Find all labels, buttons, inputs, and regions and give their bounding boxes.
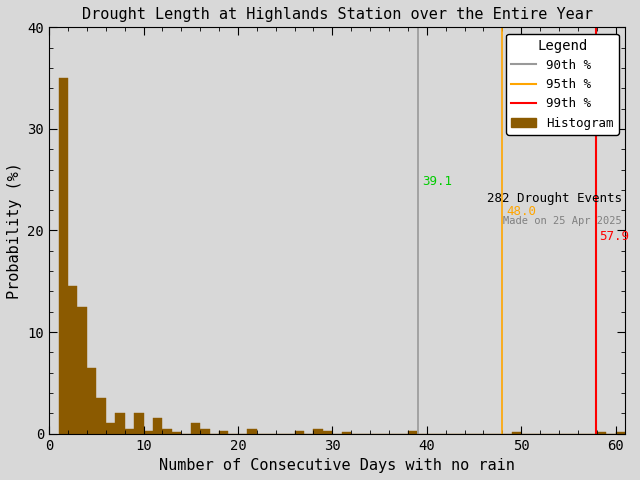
Legend: 90th %, 95th %, 99th %, Histogram: 90th %, 95th %, 99th %, Histogram <box>506 34 619 134</box>
Bar <box>68 287 77 433</box>
Bar <box>314 429 323 433</box>
Bar <box>342 432 351 433</box>
Bar <box>512 432 521 433</box>
Bar <box>58 78 68 433</box>
Bar <box>200 429 210 433</box>
Bar <box>191 423 200 433</box>
Title: Drought Length at Highlands Station over the Entire Year: Drought Length at Highlands Station over… <box>81 7 593 22</box>
Bar <box>596 432 606 433</box>
Bar <box>248 429 257 433</box>
Text: 57.9: 57.9 <box>600 230 630 243</box>
Text: 282 Drought Events: 282 Drought Events <box>487 192 622 205</box>
Bar <box>323 431 332 433</box>
Bar <box>96 398 106 433</box>
Y-axis label: Probability (%): Probability (%) <box>7 162 22 299</box>
Bar <box>294 431 304 433</box>
Bar <box>106 423 115 433</box>
Bar <box>153 419 163 433</box>
Text: Made on 25 Apr 2025: Made on 25 Apr 2025 <box>504 216 622 226</box>
Bar <box>163 429 172 433</box>
Bar <box>408 431 417 433</box>
Bar <box>172 432 181 433</box>
Bar <box>134 413 143 433</box>
X-axis label: Number of Consecutive Days with no rain: Number of Consecutive Days with no rain <box>159 458 515 473</box>
Bar <box>219 431 228 433</box>
Bar <box>125 429 134 433</box>
Bar <box>143 431 153 433</box>
Text: 39.1: 39.1 <box>422 175 452 188</box>
Bar <box>77 307 87 433</box>
Bar <box>115 413 125 433</box>
Bar <box>87 368 96 433</box>
Text: 48.0: 48.0 <box>506 205 536 218</box>
Bar <box>616 432 625 433</box>
